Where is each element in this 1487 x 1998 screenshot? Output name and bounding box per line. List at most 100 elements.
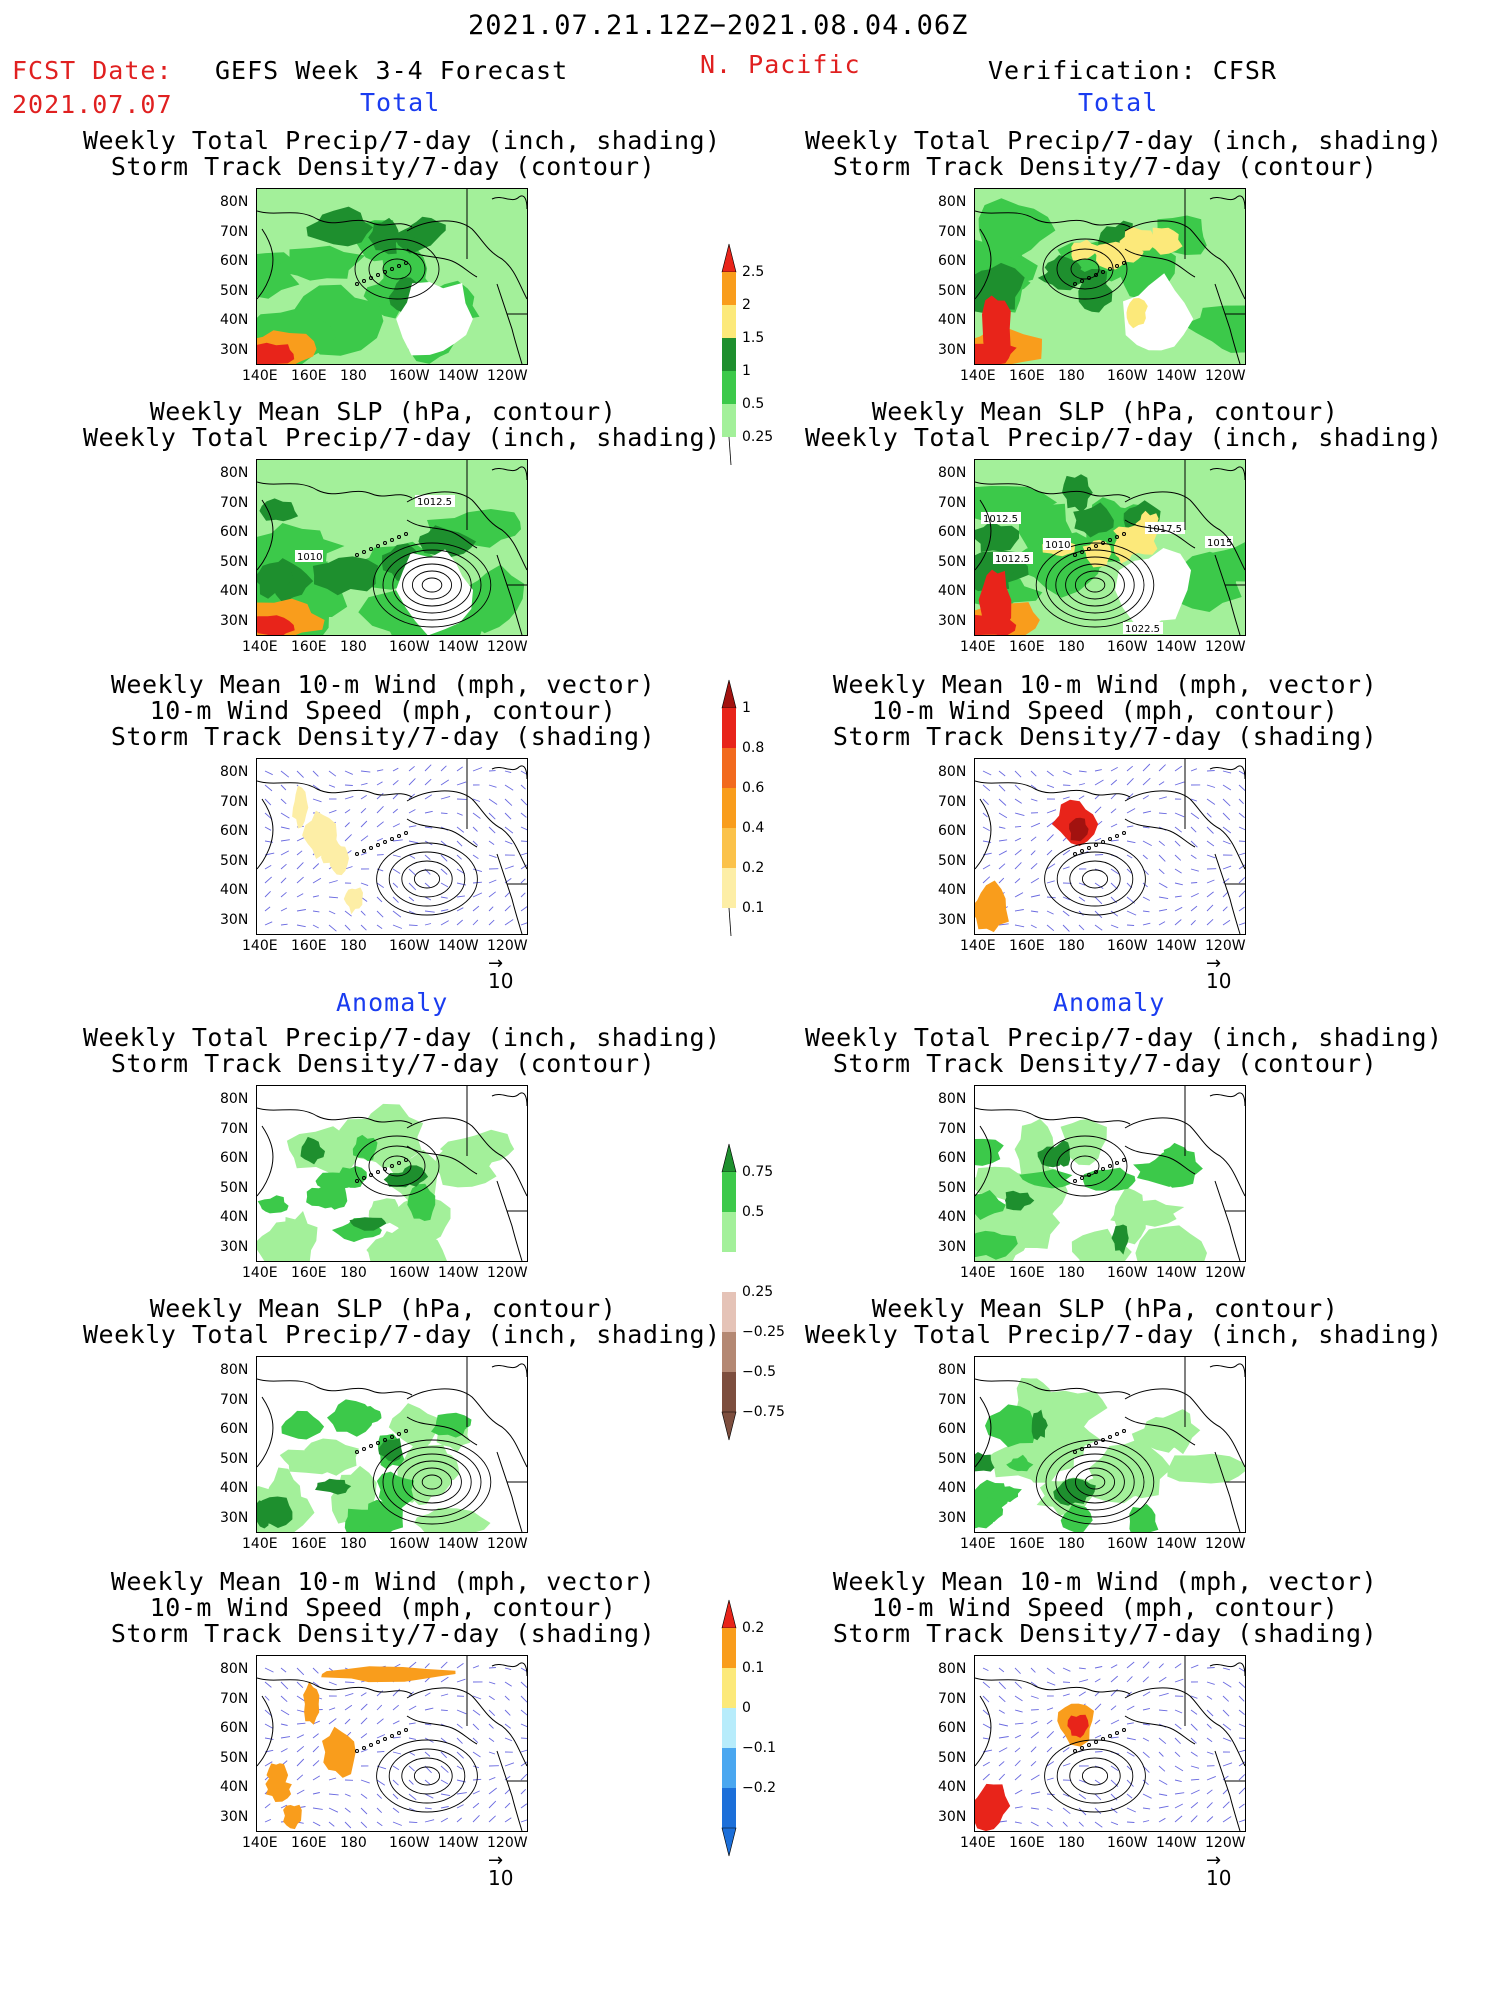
wind-vector [521,1710,527,1716]
date-range: 2021.07.21.12Z−2021.08.04.06Z [468,10,968,41]
wind-vector [361,821,367,827]
wind-vector [505,799,512,806]
wind-vector [345,1808,351,1812]
wind-vector [489,1724,494,1728]
lon-label: 160E [1009,639,1045,655]
wind-vector [457,1738,463,1744]
wind-vector [457,767,463,771]
colorbar-segment [722,338,736,371]
wind-vector [489,1752,495,1754]
map-panel [974,188,1246,365]
colorbar-segment [722,1292,736,1332]
map-canvas [257,1086,527,1261]
wind-vector [361,795,367,799]
colorbar-segment [722,708,736,748]
wind-vector [361,1693,366,1696]
lon-label: 160E [291,639,327,655]
lon-label: 160W [389,1835,430,1851]
lat-label: 40N [220,1209,248,1225]
lon-label: 160W [1107,639,1148,655]
wind-vector [313,1746,319,1752]
wind-vector [1095,1735,1101,1738]
lon-label: 120W [487,1536,528,1552]
wind-vector [393,1780,399,1785]
wind-vector [489,813,495,819]
vector-reference-arrow: → [488,1856,513,1866]
na-west-coast [1215,1181,1240,1261]
wind-vector [329,1682,337,1685]
wind-vector [329,810,336,813]
wind-vector [441,1780,448,1784]
aleutian-island [1088,847,1091,850]
wind-vector [1095,1752,1103,1753]
storm-density-shading [292,786,363,915]
wind-vector [1015,1723,1023,1724]
wind-vector [1047,1720,1052,1724]
colorbar-label: 2.5 [742,264,764,280]
lat-label: 70N [220,495,248,511]
wind-vector [1223,1710,1229,1716]
wind-vector [1127,1706,1134,1710]
wind-vector [1143,855,1148,859]
wind-vectors [983,764,1245,932]
lat-label: 60N [938,1720,966,1736]
wind-vector [1111,767,1118,771]
aleutian-island [1109,1436,1112,1439]
contour-label: 1022.5 [1125,624,1160,635]
wind-vector [505,1818,511,1822]
wind-vector [1191,893,1199,897]
lat-label: 60N [220,1150,248,1166]
vector-reference-value: 10 [1206,969,1231,993]
wind-vector [1095,1720,1100,1724]
wind-vector [297,894,303,897]
wind-vector [345,796,353,799]
wind-vector [1031,1808,1039,1809]
wind-vector [1063,797,1070,799]
wind-vector [329,1708,335,1710]
contour-line [1082,870,1107,888]
wind-vector [1031,771,1036,776]
lat-label: 30N [938,1510,966,1526]
aleutian-island [391,838,394,841]
lon-label: 120W [1205,1265,1246,1281]
wind-vector [1031,799,1037,801]
wind-vector [1015,1735,1021,1738]
wind-vector [1223,1802,1229,1808]
panel-title-line: Weekly Total Precip/7-day (inch, shading… [83,425,683,451]
wind-vector [1031,878,1039,883]
wind-vector [377,770,383,771]
wind-vector [1159,1664,1164,1668]
wind-vector [441,1694,448,1696]
wind-vector [409,1738,416,1739]
lon-label: 140W [438,1536,479,1552]
colorbar-segment [722,1708,736,1748]
wind-vector [1079,784,1085,786]
wind-vector [1015,1775,1021,1781]
lat-label: 40N [938,1480,966,1496]
panel-title: Weekly Total Precip/7-day (inch, shading… [805,128,1405,180]
wind-vector [265,865,271,869]
wind-vector [1223,1696,1229,1701]
wind-vector [1063,1822,1068,1827]
wind-vector [1127,1723,1134,1724]
wind-vector [473,906,479,911]
colorbar-label: 0.5 [742,1204,764,1220]
wind-vector [1175,1793,1184,1794]
lon-label: 140E [242,938,278,954]
wind-vector [1175,782,1184,785]
wind-vector [393,824,400,827]
wind-vector [425,1724,431,1725]
lat-label: 60N [938,1421,966,1437]
colorbar-segment [722,1788,736,1828]
wind-vector [441,1662,447,1668]
wind-vector [361,1794,367,1799]
wind-vector [281,878,286,883]
siberia-coast [975,1108,1130,1124]
wind-vector [313,1808,323,1809]
wind-vector [281,1724,288,1726]
wind-vector [313,771,318,776]
colorbar-tail [729,908,731,936]
na-west-coast [497,1181,522,1261]
wind-vector [393,1822,402,1826]
wind-vector [521,841,527,842]
